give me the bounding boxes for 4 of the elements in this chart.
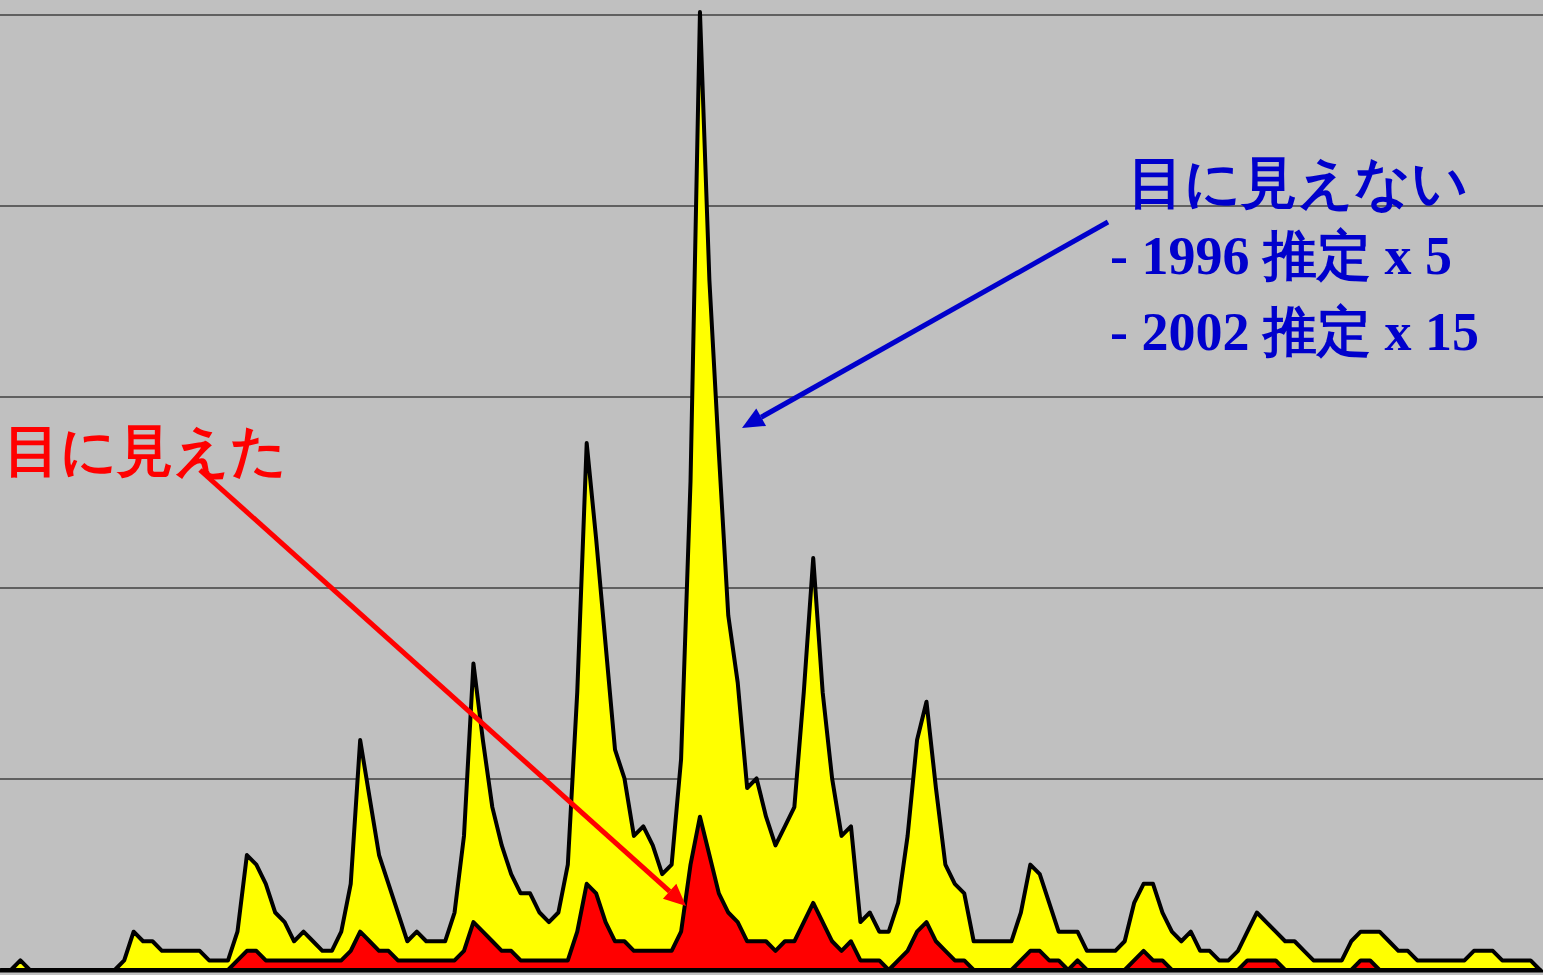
annotation: - 2002 推定 x 15	[1110, 302, 1479, 362]
annotation: 目に見えない	[1128, 151, 1468, 214]
annotation: - 1996 推定 x 5	[1110, 226, 1452, 286]
annotation: 目に見えた	[4, 419, 287, 482]
